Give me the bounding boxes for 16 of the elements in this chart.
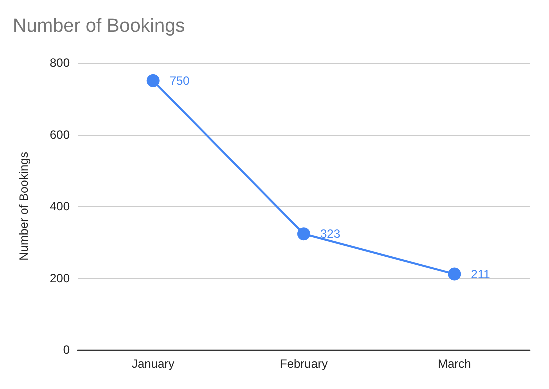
x-tick-label: January bbox=[132, 357, 175, 371]
y-tick-label: 600 bbox=[50, 128, 70, 142]
data-label: 750 bbox=[170, 74, 190, 88]
chart-title: Number of Bookings bbox=[13, 16, 186, 37]
y-axis-title: Number of Bookings bbox=[17, 152, 31, 261]
point bbox=[146, 74, 160, 88]
x-tick-label: February bbox=[280, 357, 328, 371]
y-tick-label: 200 bbox=[50, 271, 70, 286]
x-tick-label: March bbox=[438, 357, 472, 371]
point bbox=[448, 268, 462, 281]
y-tick-label: 800 bbox=[50, 56, 70, 70]
y-tick-label: 0 bbox=[63, 343, 70, 357]
data-label: 211 bbox=[471, 267, 491, 282]
point bbox=[298, 228, 310, 241]
y-tick-label: 400 bbox=[50, 200, 70, 214]
data-label: 323 bbox=[320, 227, 341, 242]
